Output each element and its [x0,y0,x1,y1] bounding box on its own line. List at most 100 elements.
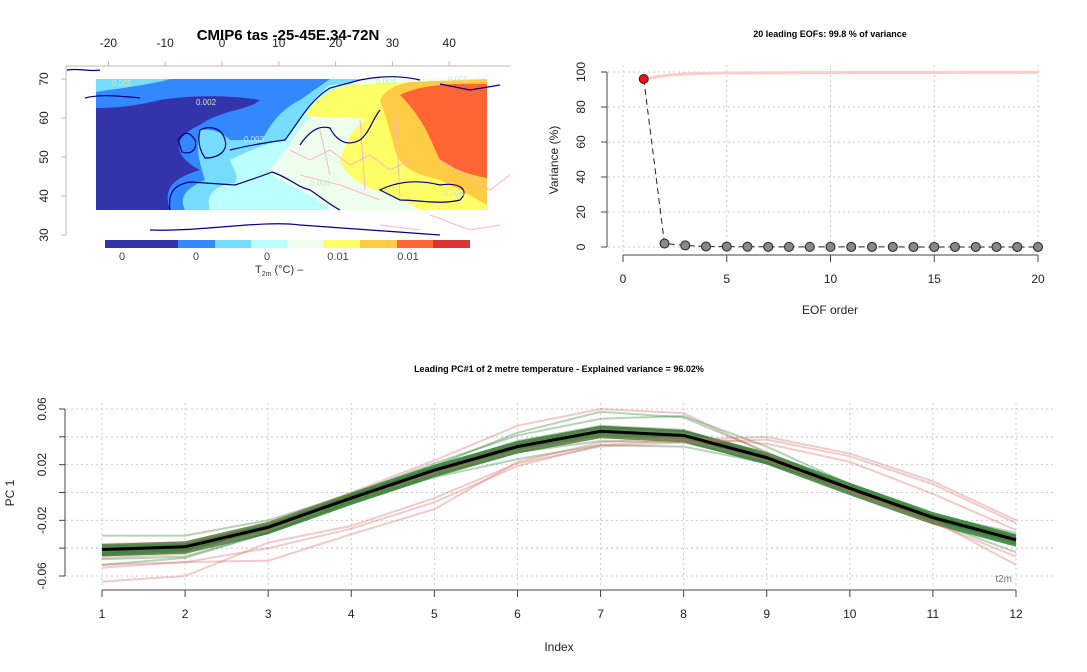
colorbar-tick-label: 0.01 [327,251,348,263]
map-lat-tick-label: 50 [37,150,51,164]
pc-xlabel: Index [544,640,573,654]
colorbar-swatch [323,240,360,248]
eof-y-tick-label: 80 [574,100,588,114]
pc-grid [66,403,1055,585]
field-band-3a [96,79,170,92]
eof-point [929,241,940,252]
eof-axes: 0 5 10 15 20 0 20 40 60 80 100 [574,62,1045,286]
map-lon-tick-label: 20 [329,36,343,50]
pc-x-tick-label: 3 [265,607,272,621]
map-lat-axis: 30 40 50 60 70 [37,72,66,242]
map-lat-tick-label: 60 [37,111,51,125]
eof-point [742,241,753,252]
eof-y-tick-label: 100 [574,62,588,82]
pc-x-tick-label: 2 [182,607,189,621]
contour-label: 0.005 [112,79,133,88]
pc-x-tick-label: 5 [431,607,438,621]
map-lat-tick-label: 70 [37,72,51,86]
eof-panel: 20 leading EOFs: 99.8 % of variance 0 5 10… [547,29,1045,317]
pc-y-tick-label: 0.06 [35,397,49,421]
eof-point [784,241,794,252]
pc-x-tick-label: 9 [763,607,770,621]
eof-point [1012,241,1023,252]
map-lon-tick-label: -20 [100,36,118,50]
colorbar-tick-label: 0 [264,251,270,263]
pc-mean-line [101,429,1017,552]
eof-point [659,238,670,249]
pc-y-tick-label: -0.06 [35,562,49,590]
pc-ensemble-line [101,440,1017,561]
pc-panel: Leading PC#1 of 2 metre temperature - Ex… [3,364,1055,654]
eof-point [867,241,877,252]
eof-point [763,241,774,252]
pc-ensemble-line [101,435,1017,566]
eof-point [1033,241,1043,252]
eof-title: 20 leading EOFs: 99.8 % of variance [753,29,907,39]
eof-y-tick-label: 60 [574,135,588,149]
map-lon-axis: -20 -10 0 10 20 30 40 [100,36,456,66]
pc-ylabel: PC 1 [3,479,17,506]
eof-explained-line [643,78,1039,248]
eof-x-tick-label: 5 [723,272,730,286]
colorbar-swatch [397,240,433,248]
eof-point [680,240,691,251]
colorbar-swatch [178,240,215,248]
eof-x-tick-label: 15 [928,272,942,286]
colorbar-tick-label: 0 [193,251,199,263]
contour-labels: 0.005 0.002 0.003 0.006 0.006 0.005 0.004 [112,75,469,198]
contour-label: 0.002 [196,98,217,107]
eof-point [950,241,960,252]
pc-title: Leading PC#1 of 2 metre temperature - Ex… [414,364,704,374]
colorbar-swatch [215,240,251,248]
colorbar-swatch [251,240,287,248]
pc-ensemble-line [101,444,1017,566]
contour-label: 0.003 [244,135,265,144]
colorbar-swatch [433,240,470,248]
eof-marks [638,70,1043,252]
eof-y-tick-label: 40 [574,170,588,184]
colorbar-swatch [105,240,178,248]
pc-marks [101,407,1017,583]
pc-x-tick-label: 12 [1009,607,1023,621]
eof-point [804,241,815,252]
eof-point [991,241,1002,252]
eof-point [970,241,981,252]
pc-annotation: t2m [995,574,1012,585]
map-panel: CMIP6 tas -25-45E.34-72N -20 -10 0 10 20 30 40… [37,27,511,278]
pc-y-tick-label: -0.02 [35,506,49,534]
pc-ensemble-line [101,438,1017,583]
contour-label: 0.005 [448,75,469,84]
contour-label: 0.004 [376,77,397,86]
eof-point [701,241,711,252]
eof-y-tick-label: 0 [574,243,588,250]
eof-point [825,241,836,252]
contour-label: 0.006 [444,189,465,198]
pc-ensemble-line [101,435,1017,566]
pc-x-tick-label: 7 [597,607,604,621]
map-lon-tick-label: -10 [157,36,175,50]
pc-ensemble-line [101,407,1017,558]
map-lon-tick-label: 0 [219,36,226,50]
pc-y-tick-label: 0.02 [35,453,49,477]
pc-ensemble-line [101,435,1017,569]
colorbar-tick-label: 0 [119,251,125,263]
eof-point [721,241,732,252]
map-title: CMIP6 tas -25-45E.34-72N [197,27,380,44]
eof-y-tick-label: 20 [574,205,588,219]
eof-ylabel: Variance (%) [547,126,561,194]
colorbar: 0 0 0 0.01 0.01 [105,240,470,263]
colorbar-swatch [287,240,323,248]
pc-x-tick-label: 8 [680,607,687,621]
eof-x-tick-label: 0 [620,272,627,286]
coastlines [66,68,501,236]
pc-x-tick-label: 4 [348,607,355,621]
eof-grid [608,65,1040,252]
map-lat-tick-label: 40 [37,189,51,203]
map-lon-tick-label: 10 [272,36,286,50]
pc-axes: 1 2 3 4 5 6 7 8 9 10 11 12-0.06-0.020.020.06 [35,397,1023,621]
contour-label: 0.006 [310,179,331,188]
pc-x-tick-label: 10 [843,607,857,621]
map-lon-tick-label: 40 [443,36,457,50]
eof-point [887,241,898,252]
